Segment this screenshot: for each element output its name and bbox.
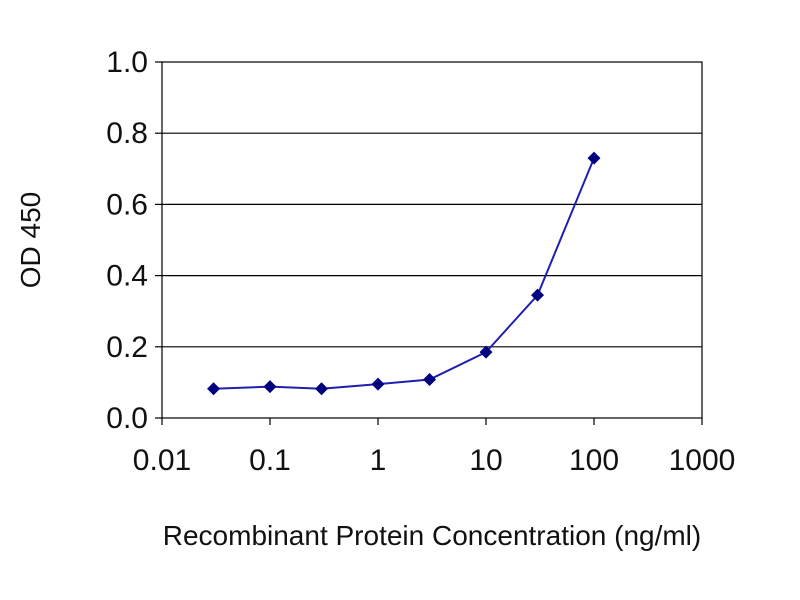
y-tick-label: 1.0 — [106, 46, 148, 79]
plot-area — [161, 61, 703, 419]
data-point — [423, 373, 437, 387]
gridlines — [162, 132, 702, 348]
y-axis-title: OD 450 — [15, 192, 46, 289]
x-tick-label: 1 — [370, 444, 387, 477]
y-tick-label: 0.2 — [106, 331, 148, 364]
x-axis-title: Recombinant Protein Concentration (ng/ml… — [163, 520, 701, 551]
axes — [155, 61, 703, 425]
data-point — [587, 151, 601, 165]
x-tick-label: 100 — [569, 444, 619, 477]
y-tick-label: 0.8 — [106, 117, 148, 150]
series-line — [213, 157, 595, 390]
data-point — [371, 377, 385, 391]
data-series — [207, 151, 601, 396]
y-tick-label: 0.6 — [106, 188, 148, 221]
data-point — [531, 288, 545, 302]
y-tick-label: 0.0 — [106, 402, 148, 435]
x-tick-label: 10 — [469, 444, 502, 477]
x-tick-label: 0.1 — [249, 444, 291, 477]
data-point — [207, 382, 221, 396]
y-tick-label: 0.4 — [106, 260, 148, 293]
data-point — [479, 345, 493, 359]
data-point — [263, 380, 277, 394]
x-tick-label: 1000 — [669, 444, 736, 477]
tick-labels: 0.0 0.2 0.4 0.6 0.8 1.0 0.01 0.1 1 10 100 1000 — [106, 46, 735, 477]
data-point — [315, 382, 329, 396]
x-tick-label: 0.01 — [133, 444, 191, 477]
